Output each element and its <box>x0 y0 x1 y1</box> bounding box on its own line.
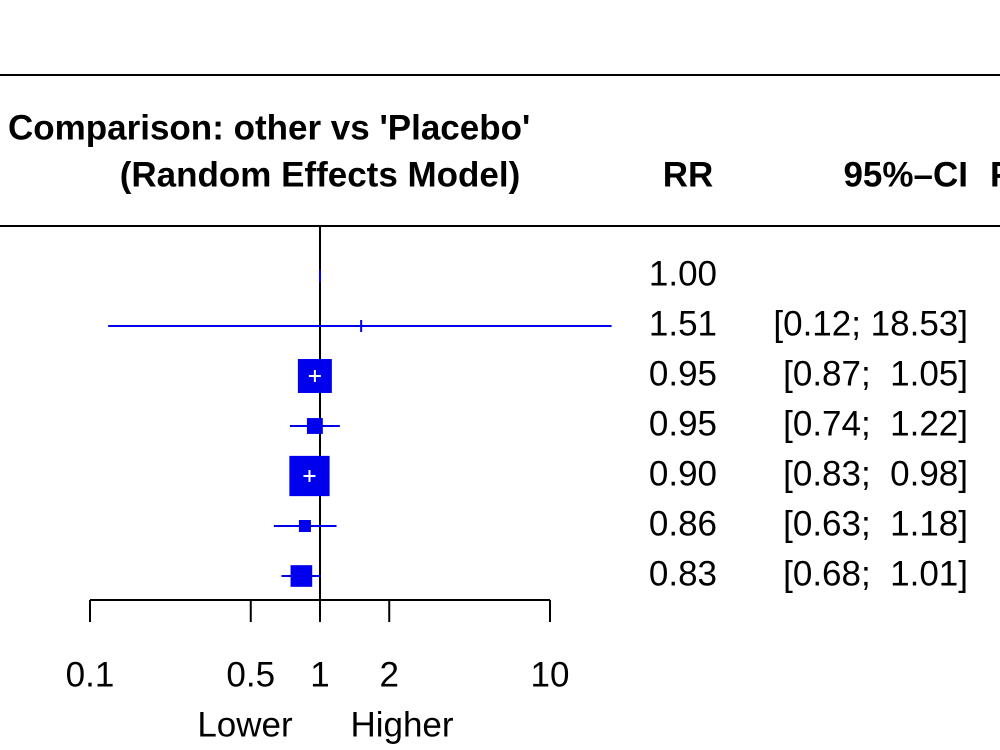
value-label: 0.95 <box>649 404 717 443</box>
ci-label: [0.87; 1.05] <box>783 354 968 393</box>
x-tick-label: 1 <box>310 655 329 694</box>
title: Comparison: other vs 'Placebo' <box>8 108 530 147</box>
value-label: 0.83 <box>649 554 717 593</box>
x-tick-label: 0.1 <box>66 655 115 694</box>
estimate <box>306 418 323 434</box>
estimate <box>290 565 313 587</box>
estimate <box>298 520 311 532</box>
x-tick-label: 0.5 <box>226 655 275 694</box>
column-header: P <box>990 155 1000 194</box>
column-header: RR <box>663 155 714 194</box>
value-label: 0.95 <box>649 354 717 393</box>
x-axis-label: Lower <box>197 705 293 744</box>
x-tick-label: 10 <box>531 655 570 694</box>
ci-label: [0.83; 0.98] <box>783 454 968 493</box>
x-axis-label: Higher <box>350 705 453 744</box>
value-label: 0.90 <box>649 454 717 493</box>
estimate-cross <box>308 370 321 382</box>
value-label: 1.51 <box>649 304 717 343</box>
value-label: 0.86 <box>649 504 717 543</box>
estimate-cross <box>303 470 316 482</box>
value-label: 1.00 <box>649 254 717 293</box>
ci-label: [0.74; 1.22] <box>783 404 968 443</box>
ci-label: [0.68; 1.01] <box>783 554 968 593</box>
ci-label: [0.63; 1.18] <box>783 504 968 543</box>
x-tick-label: 2 <box>380 655 399 694</box>
column-header: 95%–CI <box>843 155 968 194</box>
title: (Random Effects Model) <box>120 155 521 194</box>
ci-label: [0.12; 18.53] <box>773 304 968 343</box>
